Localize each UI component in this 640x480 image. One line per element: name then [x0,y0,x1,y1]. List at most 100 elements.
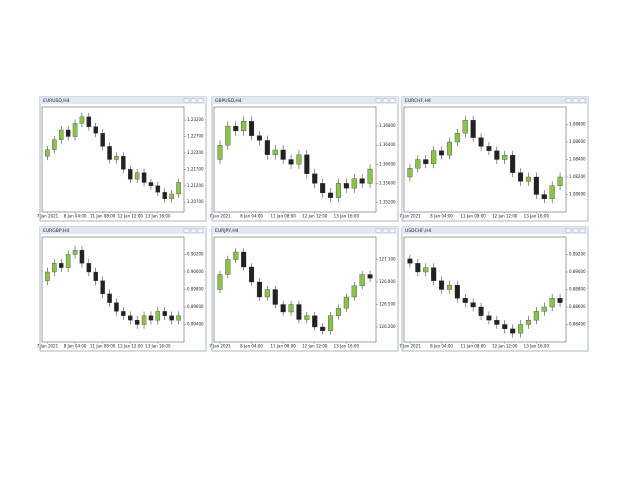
candle-body [367,274,373,279]
window-close-button[interactable] [579,228,586,233]
candle-body [100,133,105,147]
plot-area [213,106,377,213]
candle-body [518,172,524,182]
plot-area [41,106,185,213]
x-tick-label: 8 Jan 04:00 [64,214,87,219]
candle-body [541,306,547,312]
plot-area [41,236,185,343]
window-max-button[interactable] [572,228,579,233]
y-tick-label: 0.89000 [569,269,586,274]
window-close-button[interactable] [389,228,396,233]
plot-area [403,106,567,213]
candle-body [510,328,516,334]
window-min-button[interactable] [565,98,572,103]
window-close-button[interactable] [389,98,396,103]
candle-body [439,280,445,290]
window-close-button[interactable] [579,98,586,103]
candle-body [335,308,341,316]
candle-body [280,149,286,160]
candle-body [100,280,105,295]
candle-body [304,315,310,320]
candle-body [233,251,239,260]
y-tick-label: 126.800 [379,279,396,284]
y-tick-label: 1.08000 [569,192,586,197]
window-min-button[interactable] [375,228,382,233]
candle-body [343,296,349,309]
window-min-button[interactable] [565,228,572,233]
candle-body [148,315,154,321]
candle-body [72,123,78,137]
window-max-button[interactable] [382,98,389,103]
candle-body [328,192,334,198]
plot-area [403,236,567,343]
candle-body [525,319,531,325]
candle-body [549,298,555,308]
candle-body [502,324,508,330]
x-tick-label: 13 Jan 16:00 [145,214,171,219]
candle-body [431,150,437,165]
candle-body [249,121,255,136]
candle-body [549,185,555,200]
x-tick-label: 11 Jan 08:00 [90,214,116,219]
candle-body [141,315,147,325]
y-tick-label: 0.89200 [569,252,586,257]
candle-body [256,135,262,141]
candle-body [176,182,181,195]
candle-body [65,129,71,137]
x-tick-label: 11 Jan 08:00 [460,214,486,219]
candle-body [272,149,278,155]
window-close-button[interactable] [197,98,204,103]
candle-body [351,178,357,189]
window-min-button[interactable] [375,98,382,103]
candle-body [128,315,133,321]
candle-body [280,304,286,313]
x-tick-label: 13 Jan 16:00 [145,344,171,349]
candle-body [367,168,373,184]
y-tick-label: 1.08400 [569,157,586,162]
candle-body [446,141,452,156]
window-close-button[interactable] [197,228,204,233]
candle-body [79,116,85,124]
candle-body [557,298,563,303]
win-title: EURCHF,H4 [405,98,431,104]
y-tick-label: 1.23200 [187,117,204,122]
x-tick-label: 7 Jan 2021 [209,344,231,349]
x-tick-label: 7 Jan 2021 [399,344,421,349]
candle-body [510,154,516,173]
candle-body [121,156,126,170]
x-tick-label: 12 Jan 12:00 [492,344,518,349]
candle-body [296,154,302,165]
window-max-button[interactable] [382,228,389,233]
y-tick-label: 1.08600 [569,139,586,144]
candle-body [217,274,223,290]
candle-body [114,302,119,312]
x-tick-label: 8 Jan 04:00 [64,344,87,349]
candle-body [343,183,349,189]
window-max-button[interactable] [190,228,197,233]
y-tick-label: 1.21700 [187,166,204,171]
win-title: GBPUSD,H4 [215,98,242,104]
candle-body [86,116,92,127]
candle-body [59,263,64,268]
x-tick-label: 7 Jan 2021 [399,214,421,219]
window-min-button[interactable] [183,228,190,233]
window-max-button[interactable] [572,98,579,103]
candle-body [415,263,421,273]
candle-body [533,176,539,195]
candle-body [423,159,429,165]
x-tick-label: 8 Jan 04:00 [240,344,263,349]
candle-body [65,254,71,268]
x-tick-label: 13 Jan 16:00 [334,214,360,219]
candle-body [45,271,50,281]
candle-body [225,259,231,275]
candle-body [359,274,365,286]
window-min-button[interactable] [183,98,190,103]
window-max-button[interactable] [190,98,197,103]
candle-body [533,311,539,321]
candle-body [59,129,64,140]
plot-area [213,236,377,343]
x-tick-label: 7 Jan 2021 [209,214,231,219]
candle-body [233,125,239,132]
candle-body [557,176,563,186]
candle-body [52,263,57,273]
